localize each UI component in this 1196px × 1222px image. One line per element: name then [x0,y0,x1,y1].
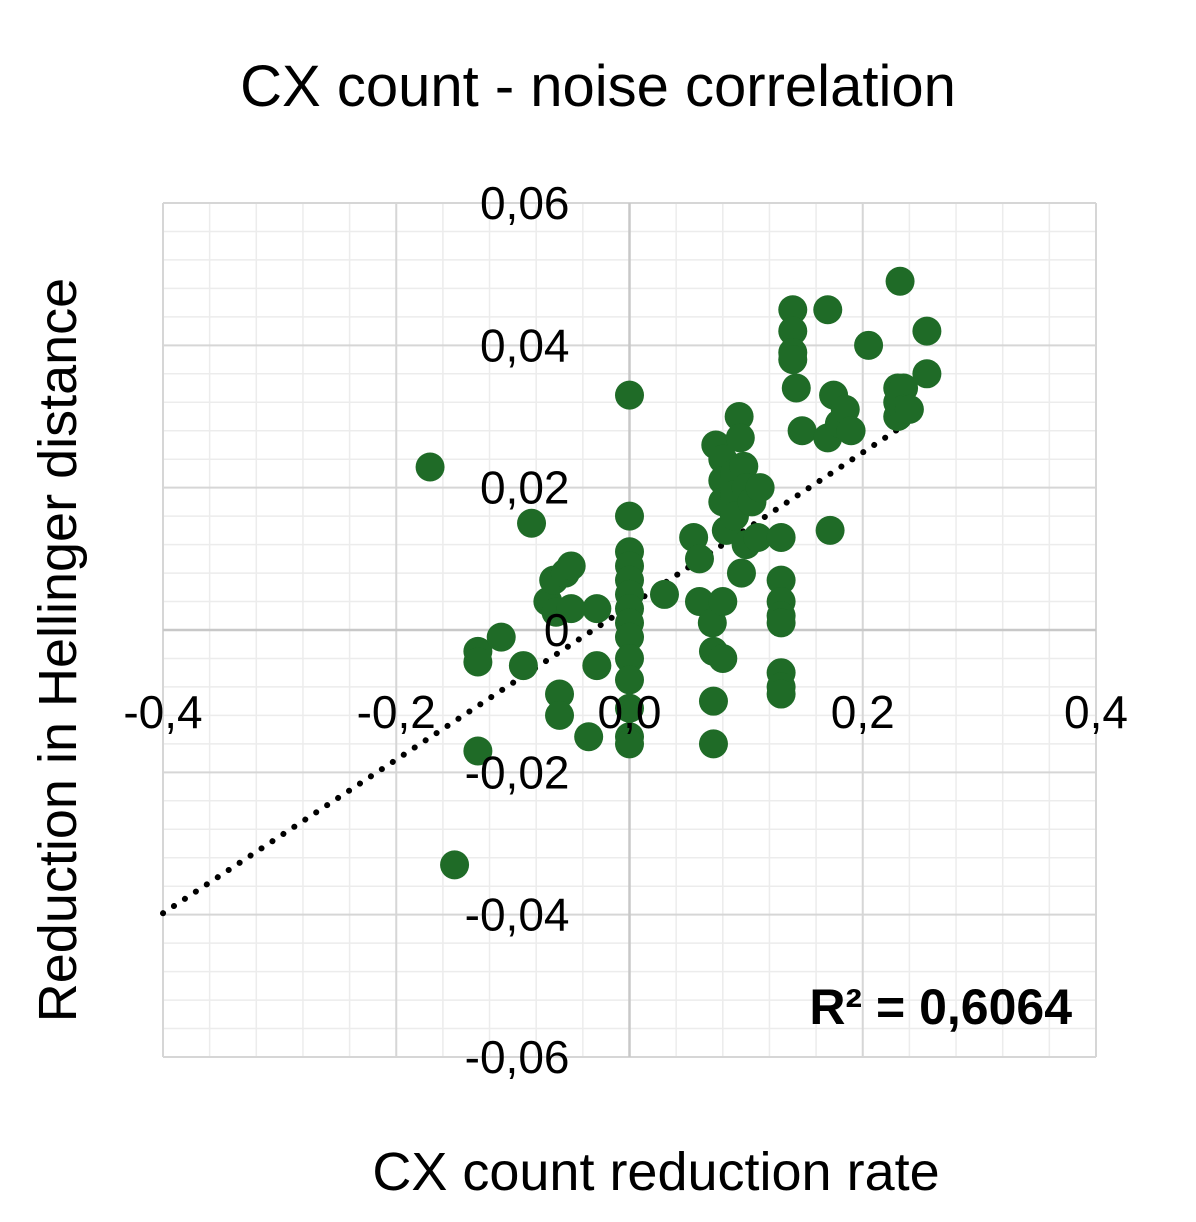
y-tick-label: 0 [544,604,570,656]
data-points [415,266,942,880]
data-point [517,508,547,538]
data-point [684,544,714,574]
data-point [615,729,644,759]
y-tick-label: -0,02 [465,746,570,798]
data-point [708,643,738,673]
data-point [684,587,714,617]
data-point [724,402,754,431]
x-tick-labels: -0,4 -0,2 0,0 0,2 0,4 [123,686,1128,738]
y-axis-title: Reduction in Hellinger distance [28,278,88,1022]
data-point [743,522,773,552]
y-tick-labels: 0,06 0,04 0,02 0 -0,02 -0,04 -0,06 [465,177,570,1083]
data-point [574,722,604,752]
y-tick-label: -0,04 [465,889,570,941]
y-tick-label: -0,06 [465,1031,570,1083]
data-point [726,558,756,588]
data-point [698,686,728,716]
data-point [815,515,845,545]
data-point [440,850,470,880]
data-point [778,295,808,325]
data-point [766,679,796,709]
x-tick-label: 0,2 [831,686,895,738]
x-tick-label: -0,4 [123,686,202,738]
data-point [725,423,755,453]
data-point [854,330,884,360]
data-point [745,473,775,503]
data-point [813,295,843,325]
data-point [778,345,808,375]
y-tick-label: 0,04 [480,319,570,371]
data-point [582,594,612,624]
data-point [486,622,516,652]
data-point [556,551,586,581]
data-point [649,579,679,609]
data-point [729,451,759,481]
x-axis-title: CX count reduction rate [372,1142,939,1202]
x-tick-label: -0,2 [357,686,436,738]
data-point [766,565,796,595]
data-point [778,316,808,346]
data-point [912,359,942,389]
data-point [766,608,796,638]
data-point [615,380,644,410]
data-point [708,587,738,617]
data-point [781,373,811,403]
data-point [615,693,644,723]
data-point [508,651,538,681]
y-tick-label: 0,06 [480,177,570,229]
x-tick-label: 0,0 [598,686,662,738]
data-point [836,416,866,446]
x-tick-label: 0,4 [1064,686,1128,738]
data-point [463,647,493,677]
data-point [912,316,942,346]
data-point [556,594,586,624]
r-squared-label: R² = 0,6064 [809,979,1072,1035]
data-point [766,522,796,552]
data-point [463,736,493,766]
chart-title: CX count - noise correlation [240,54,956,119]
data-point [885,266,915,296]
data-point [615,665,644,695]
data-point [615,622,644,652]
data-point [698,729,728,759]
data-point [894,394,924,424]
data-point [545,679,575,709]
data-point [615,501,644,531]
data-point [545,700,575,730]
data-point [582,651,612,681]
y-tick-label: 0,02 [480,462,570,514]
data-point [787,416,817,446]
data-point [415,452,445,482]
data-point [615,643,644,673]
